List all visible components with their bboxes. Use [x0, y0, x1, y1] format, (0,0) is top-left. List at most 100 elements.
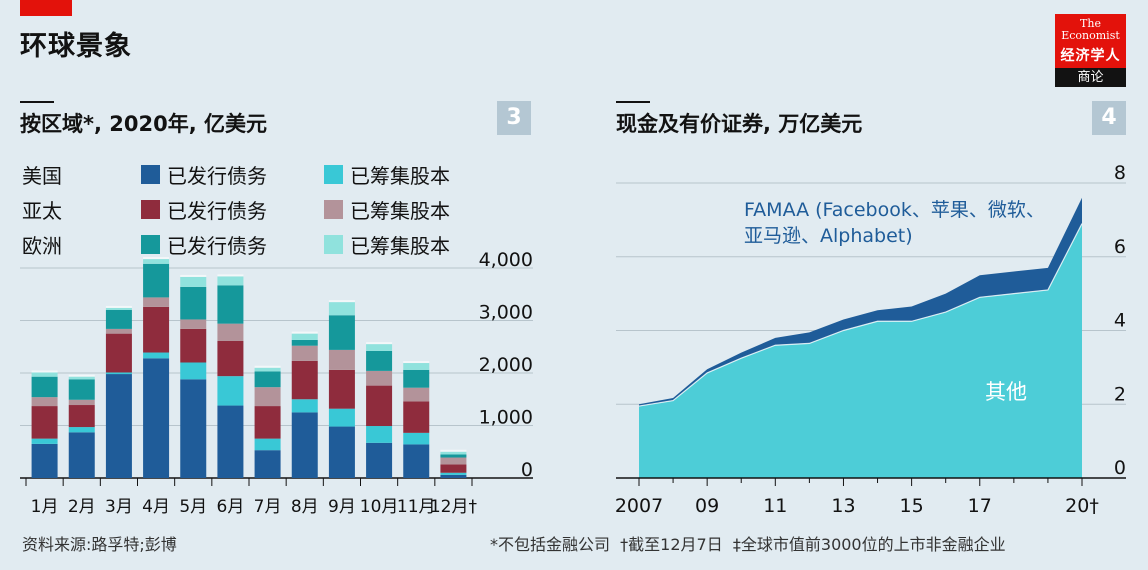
bar-segment	[105, 372, 132, 375]
legend-label-equity: 已筹集股本	[350, 199, 450, 223]
bar-segment	[217, 285, 244, 324]
bar-segment	[291, 399, 318, 413]
y-tick-label: 1,000	[479, 407, 533, 429]
bar-segment	[403, 444, 430, 478]
x-tick-label: 1月	[31, 497, 59, 517]
bar-segment	[291, 339, 318, 346]
bar-segment	[143, 259, 170, 264]
bar-segment	[440, 472, 467, 475]
bar-segment	[328, 315, 355, 350]
bar-segment	[440, 457, 467, 465]
bar-segment	[180, 286, 207, 320]
bar-cap	[180, 274, 207, 277]
x-tick-label: 11月	[397, 497, 436, 517]
bar-segment	[366, 442, 393, 478]
bar-segment	[254, 387, 281, 407]
bar-segment	[31, 376, 58, 398]
economist-logo: The Economist 经济学人 商论	[1055, 14, 1126, 87]
area-famaa	[639, 197, 1082, 407]
panel-rule	[616, 101, 650, 103]
bar-segment	[366, 385, 393, 427]
bar-segment	[143, 306, 170, 353]
bar-segment	[440, 454, 467, 458]
bar-segment	[180, 319, 207, 329]
bar-segment	[31, 406, 58, 439]
bar-segment	[254, 371, 281, 388]
legend-swatch-us-debt	[141, 165, 160, 184]
bar-segment	[291, 333, 318, 340]
bar-cap	[143, 257, 170, 260]
x-tick-label: 13	[831, 495, 855, 517]
legend-label-debt: 已发行债务	[167, 164, 267, 188]
bar-segment	[366, 370, 393, 386]
legend-region-apac: 亚太	[22, 199, 62, 223]
x-tick-label: 9月	[328, 497, 356, 517]
bar-segment	[180, 276, 207, 287]
x-tick-label: 11	[763, 495, 787, 517]
panel-4-number: 4	[1092, 101, 1126, 135]
bar-segment	[217, 340, 244, 377]
bar-segment	[254, 450, 281, 478]
bar-segment	[291, 412, 318, 478]
footnotes: *不包括金融公司 †截至12月7日 ‡全球市值前3000位的上市非金融企业	[490, 535, 1006, 554]
x-tick-label: 6月	[217, 497, 245, 517]
bar-segment	[217, 376, 244, 406]
bar-segment	[328, 408, 355, 427]
x-tick-label: 10月	[360, 497, 399, 517]
x-tick-label: 3月	[105, 497, 133, 517]
annotation-famaa: FAMAA (Facebook、苹果、微软、	[744, 199, 1045, 221]
legend-label-debt: 已发行债务	[167, 234, 267, 258]
bar-segment	[68, 399, 95, 406]
bar-segment	[403, 387, 430, 402]
panel-rule	[20, 101, 54, 103]
x-tick-label: 09	[695, 495, 719, 517]
bar-segment	[105, 307, 132, 310]
legend-region-eu: 欧洲	[22, 234, 62, 258]
bar-segment	[105, 328, 132, 334]
bar-segment	[366, 350, 393, 371]
bar-cap	[366, 342, 393, 345]
legend-swatch-eu-debt	[141, 235, 160, 254]
x-tick-label: 5月	[179, 497, 207, 517]
panel-3-number: 3	[497, 101, 531, 135]
y-tick-label: 0	[521, 459, 533, 481]
legend-label-equity: 已筹集股本	[350, 164, 450, 188]
legend-swatch-apac-equity	[324, 200, 343, 219]
y-tick-label: 0	[1114, 457, 1126, 479]
x-tick-label: 7月	[254, 497, 282, 517]
y-tick-label: 3,000	[479, 302, 533, 324]
bar-segment	[68, 427, 95, 433]
bar-segment	[328, 369, 355, 409]
panel-4-title: 现金及有价证券, 万亿美元	[616, 112, 863, 136]
bar-segment	[366, 426, 393, 443]
bar-segment	[68, 405, 95, 428]
x-tick-label: 4月	[142, 497, 170, 517]
legend-label-debt: 已发行债务	[167, 199, 267, 223]
bar-segment	[31, 372, 58, 377]
bar-segment	[105, 333, 132, 373]
x-tick-label: 2007	[615, 495, 663, 517]
x-tick-label: 15	[900, 495, 924, 517]
bar-cap	[291, 331, 318, 334]
y-tick-label: 4	[1114, 310, 1126, 332]
annotation-famaa: 亚马逊、Alphabet)	[744, 225, 913, 247]
bar-cap	[68, 374, 95, 377]
panel-3-title: 按区域*, 2020年, 亿美元	[20, 112, 268, 136]
bar-segment	[254, 438, 281, 451]
bar-cap	[217, 274, 244, 277]
area-other	[639, 223, 1082, 478]
bar-segment	[254, 367, 281, 372]
legend-swatch-apac-debt	[141, 200, 160, 219]
bar-segment	[217, 276, 244, 286]
bar-segment	[68, 379, 95, 400]
bar-segment	[328, 302, 355, 316]
bar-segment	[68, 376, 95, 380]
bar-segment	[143, 352, 170, 359]
bar-segment	[291, 345, 318, 361]
y-tick-label: 6	[1114, 236, 1126, 258]
x-tick-label: 17	[968, 495, 992, 517]
x-tick-label: 12月†	[430, 497, 478, 517]
legend-label-equity: 已筹集股本	[350, 234, 450, 258]
bar-cap	[403, 361, 430, 364]
